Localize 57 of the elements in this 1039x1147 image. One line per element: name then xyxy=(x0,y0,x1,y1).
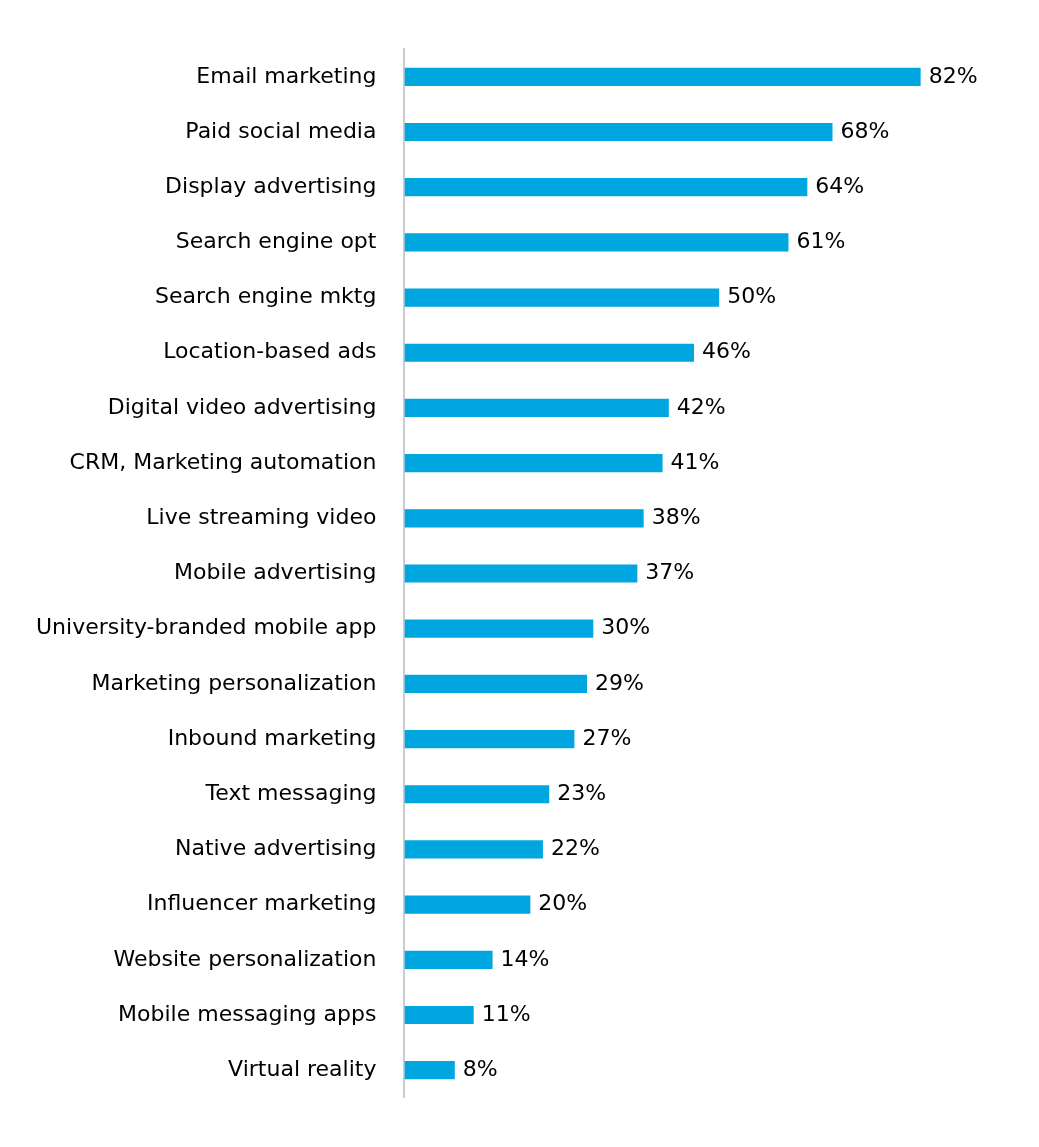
bar xyxy=(404,288,720,307)
y-tick-label: University-branded mobile app xyxy=(35,614,377,640)
bar xyxy=(404,674,587,693)
data-label: 30% xyxy=(601,614,651,640)
data-label: 46% xyxy=(702,338,751,364)
y-tick-label: Location-based ads xyxy=(163,338,377,364)
y-tick-label: Inbound marketing xyxy=(167,724,377,750)
data-label: 37% xyxy=(645,559,695,585)
bar xyxy=(404,398,669,418)
y-tick-label: Email marketing xyxy=(196,62,377,88)
y-tick-label: Live streaming video xyxy=(146,504,377,530)
bar xyxy=(404,729,575,749)
data-label: 11% xyxy=(481,1000,531,1026)
data-label: 14% xyxy=(500,945,550,971)
bar xyxy=(404,343,695,362)
bar xyxy=(404,895,531,914)
bar xyxy=(404,950,493,969)
y-tick-label: Text messaging xyxy=(204,779,377,805)
y-tick-label: CRM, Marketing automation xyxy=(69,448,377,474)
y-tick-label: Paid social media xyxy=(185,117,377,143)
bar xyxy=(404,1061,455,1080)
bar xyxy=(404,1005,474,1025)
y-tick-label: Influencer marketing xyxy=(146,890,377,916)
data-label: 68% xyxy=(840,117,890,143)
y-tick-label: Virtual reality xyxy=(228,1055,377,1081)
bar xyxy=(404,233,789,252)
y-tick-label: Search engine mktg xyxy=(155,283,377,309)
data-label: 27% xyxy=(582,724,632,750)
bar xyxy=(404,509,644,528)
data-label: 50% xyxy=(727,283,777,309)
bar xyxy=(404,454,663,473)
y-tick-label: Mobile messaging apps xyxy=(118,1000,377,1026)
data-label: 42% xyxy=(676,393,726,419)
y-tick-label: Marketing personalization xyxy=(91,669,377,695)
y-tick-label: Native advertising xyxy=(174,835,377,861)
data-label: 29% xyxy=(595,669,644,695)
data-label: 22% xyxy=(550,835,600,861)
bar xyxy=(404,67,921,86)
data-label: 64% xyxy=(815,172,865,198)
y-tick-label: Website personalization xyxy=(113,945,377,971)
data-label: 8% xyxy=(462,1055,498,1081)
data-label: 61% xyxy=(796,228,846,254)
y-tick-label: Search engine opt xyxy=(175,228,377,254)
bar xyxy=(404,840,543,859)
bar xyxy=(404,785,550,804)
y-tick-label: Display advertising xyxy=(165,172,377,198)
data-label: 20% xyxy=(538,890,588,916)
bar xyxy=(404,122,833,142)
bar xyxy=(404,564,638,583)
bar xyxy=(404,619,594,638)
y-tick-label: Mobile advertising xyxy=(174,559,377,585)
data-label: 41% xyxy=(670,448,720,474)
data-label: 23% xyxy=(557,779,607,805)
data-label: 38% xyxy=(651,504,701,530)
bar xyxy=(404,178,808,197)
y-tick-label: Digital video advertising xyxy=(107,393,377,419)
data-label: 82% xyxy=(928,62,978,88)
